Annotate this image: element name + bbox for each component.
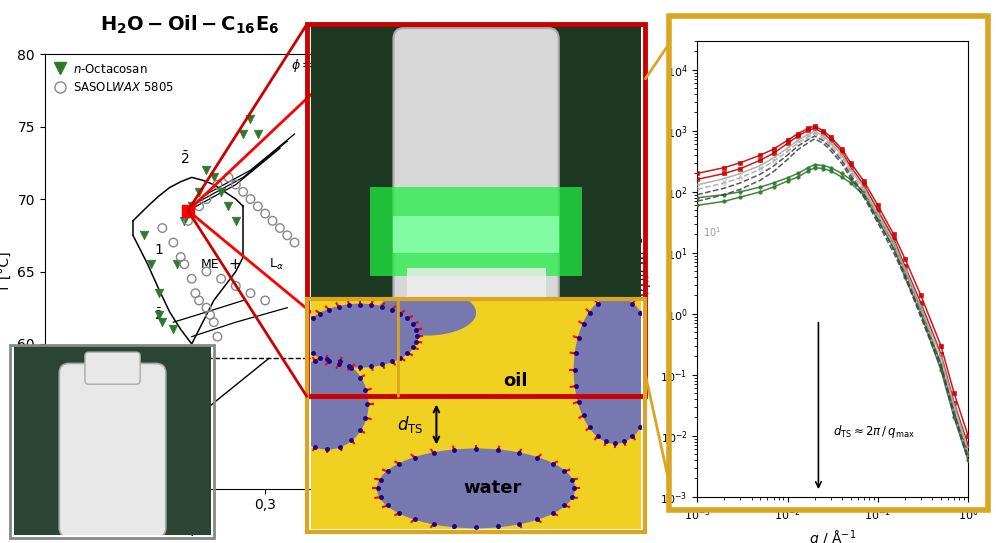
Point xyxy=(250,202,266,211)
Point xyxy=(209,332,225,341)
Ellipse shape xyxy=(574,295,656,444)
Point xyxy=(176,217,192,225)
Bar xyxy=(406,268,546,383)
Point xyxy=(198,304,214,312)
Point xyxy=(228,282,244,291)
FancyBboxPatch shape xyxy=(393,28,559,394)
Point xyxy=(257,296,273,305)
Point xyxy=(202,311,218,319)
Point xyxy=(265,217,281,225)
Ellipse shape xyxy=(376,449,576,528)
Text: $d_{\rm TS}$: $d_{\rm TS}$ xyxy=(396,414,423,435)
Point xyxy=(250,130,266,138)
Point xyxy=(220,173,236,182)
Point xyxy=(220,202,236,211)
Point xyxy=(176,260,192,269)
Point xyxy=(243,289,259,298)
Y-axis label: $I(q)$/cm$^{-1}$: $I(q)$/cm$^{-1}$ xyxy=(633,236,655,301)
Point xyxy=(287,238,303,247)
Point xyxy=(235,187,251,196)
Point xyxy=(187,289,203,298)
Bar xyxy=(371,187,582,275)
Text: +: + xyxy=(228,257,241,272)
Legend: $n$-Octacosan, SASOL$\mathit{WAX}$ 5805: $n$-Octacosan, SASOL$\mathit{WAX}$ 5805 xyxy=(51,60,176,97)
Ellipse shape xyxy=(286,358,369,450)
Point xyxy=(243,115,259,124)
Point xyxy=(228,180,244,189)
Bar xyxy=(393,217,559,254)
Point xyxy=(154,224,170,232)
Point xyxy=(257,209,273,218)
Point xyxy=(198,166,214,174)
Ellipse shape xyxy=(376,290,476,336)
X-axis label: γ: γ xyxy=(186,518,197,536)
Point xyxy=(206,173,222,182)
FancyBboxPatch shape xyxy=(60,363,165,537)
Text: 1: 1 xyxy=(154,243,163,257)
Point xyxy=(235,130,251,138)
Point xyxy=(150,289,166,298)
Point xyxy=(143,260,159,269)
Point xyxy=(213,274,229,283)
Point xyxy=(243,195,259,204)
Text: ME: ME xyxy=(201,258,219,271)
Point xyxy=(183,202,199,211)
Point xyxy=(198,195,214,204)
Point xyxy=(154,318,170,326)
X-axis label: $q$ / Å$^{-1}$: $q$ / Å$^{-1}$ xyxy=(809,529,857,543)
Text: $\bar{2}$: $\bar{2}$ xyxy=(179,150,189,167)
Point xyxy=(206,318,222,326)
Point xyxy=(213,187,229,196)
Ellipse shape xyxy=(303,304,418,368)
Text: $10^1$: $10^1$ xyxy=(703,225,721,239)
Point xyxy=(272,224,288,232)
Text: $\bar{2}$: $\bar{2}$ xyxy=(154,307,163,323)
Point xyxy=(209,180,225,189)
Text: oil: oil xyxy=(504,372,528,390)
Point xyxy=(136,231,152,239)
Text: solid: solid xyxy=(177,348,206,361)
Point xyxy=(183,274,199,283)
Point xyxy=(165,238,181,247)
Point xyxy=(150,311,166,319)
Point xyxy=(198,267,214,276)
Text: $\mathbf{H_2O - Oil - C_{16}E_6}$: $\mathbf{H_2O - Oil - C_{16}E_6}$ xyxy=(100,14,279,36)
Text: $d_{\rm TS} \approx 2\pi\,/\,q_{\rm max}$: $d_{\rm TS} \approx 2\pi\,/\,q_{\rm max}… xyxy=(833,422,915,439)
Point xyxy=(172,252,188,261)
FancyBboxPatch shape xyxy=(85,352,140,384)
Point xyxy=(191,187,207,196)
Point xyxy=(228,217,244,225)
Point xyxy=(165,325,181,334)
Point xyxy=(191,202,207,211)
Text: L$_\alpha$: L$_\alpha$ xyxy=(269,257,284,272)
Y-axis label: T [°C]: T [°C] xyxy=(0,251,12,292)
Point xyxy=(191,296,207,305)
Text: $\phi = 0.5$: $\phi = 0.5$ xyxy=(291,57,335,74)
Point xyxy=(180,217,196,225)
Text: water: water xyxy=(463,479,522,497)
Point xyxy=(279,231,295,239)
Point xyxy=(169,260,185,269)
